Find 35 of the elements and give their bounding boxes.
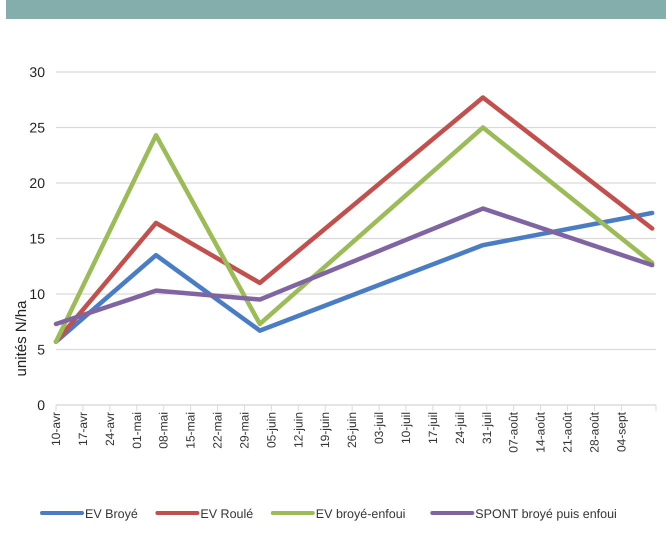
y-tick-label: 10 [29, 286, 46, 302]
x-tick-label: 22-mai [210, 412, 225, 449]
y-tick-label: 25 [29, 120, 46, 136]
legend-label: EV Roulé [200, 507, 254, 521]
x-tick-label: 17-juil [426, 412, 440, 444]
x-tick-label: 29-mai [237, 412, 252, 449]
x-tick-label: 15-mai [184, 412, 198, 449]
x-tick-label: 04-sept [614, 411, 628, 452]
y-axis-title: unités N/ha [13, 300, 30, 376]
y-tick-label: 5 [37, 342, 46, 358]
y-tick-label: 20 [29, 175, 46, 191]
x-tick-label: 08-mai [156, 412, 171, 449]
x-tick-label: 26-juin [345, 412, 360, 448]
x-tick-label: 19-juin [318, 412, 332, 448]
x-tick-label: 10-avr [49, 412, 63, 446]
x-tick-label: 24-juil [452, 412, 467, 444]
x-tick-label: 28-août [587, 411, 602, 453]
line-series [54, 206, 654, 326]
x-tick-label: 10-juil [399, 412, 413, 444]
x-tick-label: 12-juin [291, 412, 306, 448]
x-tick-label: 03-juil [372, 412, 386, 444]
x-tick-label: 01-mai [130, 412, 144, 449]
y-tick-label: 30 [29, 64, 46, 80]
x-tick-label: 14-août [534, 411, 548, 453]
legend-label: EV Broyé [85, 507, 138, 521]
x-tick-label: 05-juin [264, 412, 278, 448]
x-tick-label: 31-juil [480, 412, 494, 444]
x-tick-label: 24-avr [102, 412, 117, 446]
x-tick-label: 17-avr [76, 412, 90, 446]
legend-label: EV broyé-enfoui [316, 507, 406, 521]
y-tick-label: 0 [37, 397, 46, 413]
x-tick-label: 21-août [560, 411, 575, 453]
y-tick-label: 15 [29, 230, 46, 246]
x-tick-label: 07-août [506, 411, 521, 453]
legend-label: SPONT broyé puis enfoui [475, 507, 617, 521]
